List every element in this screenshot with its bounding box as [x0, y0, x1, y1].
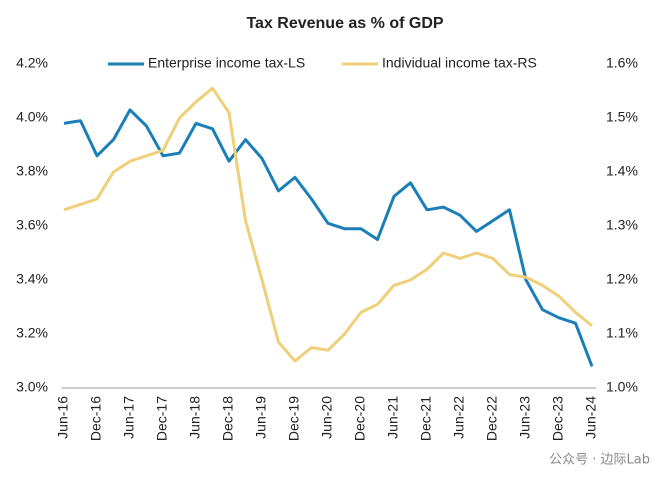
- x-tick-label: Dec-21: [418, 396, 434, 441]
- y2-tick-label: 1.0%: [606, 379, 638, 395]
- x-tick-label: Dec-22: [484, 396, 500, 441]
- x-tick-label: Jun-20: [319, 396, 335, 439]
- y2-tick-label: 1.6%: [606, 55, 638, 71]
- series-line: [63, 108, 594, 367]
- y-tick-label: 4.0%: [16, 109, 48, 125]
- x-tick-label: Jun-21: [385, 396, 401, 439]
- x-tick-label: Jun-22: [451, 396, 467, 439]
- x-tick-label: Dec-16: [88, 396, 104, 441]
- x-tick-label: Jun-17: [121, 396, 137, 439]
- x-tick-label: Dec-17: [154, 396, 170, 441]
- y-tick-label: 3.2%: [16, 325, 48, 341]
- series-line: [63, 86, 593, 363]
- x-tick-label: Dec-23: [550, 396, 566, 441]
- y-tick-label: 3.6%: [16, 217, 48, 233]
- x-tick-label: Jun-16: [55, 396, 71, 439]
- y2-tick-label: 1.5%: [606, 109, 638, 125]
- x-tick-label: Jun-24: [583, 396, 599, 439]
- x-tick-label: Dec-19: [286, 396, 302, 441]
- y2-tick-label: 1.2%: [606, 271, 638, 287]
- x-tick-label: Jun-19: [253, 396, 269, 439]
- y2-tick-label: 1.4%: [606, 163, 638, 179]
- watermark: 公众号 · 边际Lab: [549, 453, 650, 468]
- x-tick-label: Dec-18: [220, 396, 236, 441]
- x-tick-label: Jun-23: [517, 396, 533, 439]
- x-tick-label: Jun-18: [187, 396, 203, 439]
- legend-label: Enterprise income tax-LS: [148, 55, 305, 71]
- y-tick-label: 4.2%: [16, 55, 48, 71]
- x-tick-label: Dec-20: [352, 396, 368, 441]
- y2-tick-label: 1.3%: [606, 217, 638, 233]
- y-tick-label: 3.0%: [16, 379, 48, 395]
- y-tick-label: 3.8%: [16, 163, 48, 179]
- chart-title: Tax Revenue as % of GDP: [246, 15, 443, 32]
- y-tick-label: 3.4%: [16, 271, 48, 287]
- y2-tick-label: 1.1%: [606, 325, 638, 341]
- legend-label: Individual income tax-RS: [382, 55, 537, 71]
